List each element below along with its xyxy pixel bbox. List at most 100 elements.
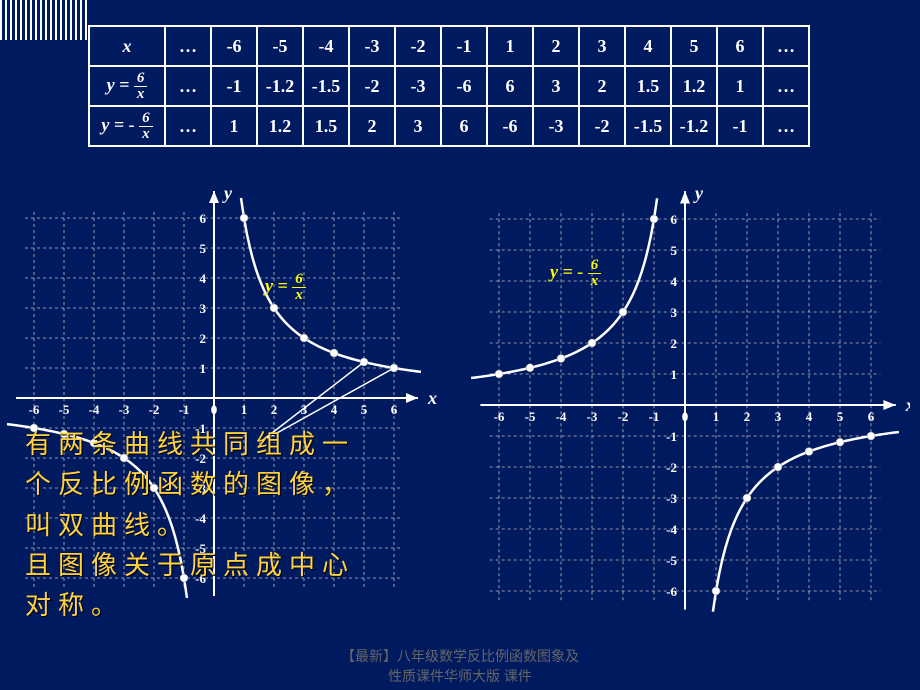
cell: 5 — [671, 26, 717, 66]
cell: -1 — [441, 26, 487, 66]
svg-text:-6: -6 — [494, 409, 505, 424]
svg-text:4: 4 — [331, 402, 338, 417]
svg-text:1: 1 — [713, 409, 720, 424]
cell: 3 — [579, 26, 625, 66]
svg-text:5: 5 — [671, 243, 678, 258]
svg-text:-3: -3 — [666, 491, 677, 506]
svg-text:-5: -5 — [666, 553, 677, 568]
cell: -6 — [441, 66, 487, 106]
cell: 2 — [579, 66, 625, 106]
cell: … — [165, 66, 211, 106]
cell: -1 — [717, 106, 763, 146]
cell: 3 — [533, 66, 579, 106]
cell: 2 — [349, 106, 395, 146]
svg-text:6: 6 — [391, 402, 398, 417]
header-y1: y = 6x — [89, 66, 165, 106]
svg-text:-4: -4 — [666, 522, 677, 537]
svg-text:-6: -6 — [29, 402, 40, 417]
svg-text:-1: -1 — [649, 409, 660, 424]
svg-text:-4: -4 — [556, 409, 567, 424]
cell: -2 — [349, 66, 395, 106]
cell: 3 — [395, 106, 441, 146]
cell: 6 — [441, 106, 487, 146]
text-line: 有两条曲线共同组成一 — [25, 425, 355, 465]
explanation-text: 有两条曲线共同组成一 个反比例函数的图像， 叫双曲线。 且图像关于原点成中心 对… — [25, 425, 355, 626]
chart-left-legend: y = 6x — [265, 272, 306, 303]
text-line: 对称。 — [25, 586, 355, 626]
svg-text:2: 2 — [671, 336, 678, 351]
cell: … — [763, 26, 809, 66]
svg-text:4: 4 — [200, 271, 207, 286]
cell: -1.5 — [625, 106, 671, 146]
svg-text:2: 2 — [271, 402, 278, 417]
svg-text:y: y — [693, 183, 704, 203]
table-row: y = - 6x … 1 1.2 1.5 2 3 6 -6 -3 -2 -1.5… — [89, 106, 809, 146]
cell: … — [763, 66, 809, 106]
cell: 6 — [487, 66, 533, 106]
svg-text:-1: -1 — [179, 402, 190, 417]
cell: -1.5 — [303, 66, 349, 106]
svg-text:x: x — [905, 395, 910, 415]
cell: 4 — [625, 26, 671, 66]
table-row: x … -6 -5 -4 -3 -2 -1 1 2 3 4 5 6 … — [89, 26, 809, 66]
cell: -1.2 — [257, 66, 303, 106]
svg-text:3: 3 — [775, 409, 782, 424]
data-table: x … -6 -5 -4 -3 -2 -1 1 2 3 4 5 6 … y = … — [88, 25, 810, 147]
caption-line: 【最新】八年级数学反比例函数图象及 — [0, 646, 920, 666]
corner-stripes — [0, 0, 90, 40]
text-line: 叫双曲线。 — [25, 506, 355, 546]
svg-text:4: 4 — [671, 274, 678, 289]
svg-text:-6: -6 — [666, 584, 677, 599]
svg-text:6: 6 — [200, 211, 207, 226]
svg-text:-5: -5 — [59, 402, 70, 417]
svg-text:3: 3 — [671, 305, 678, 320]
cell: 1.5 — [303, 106, 349, 146]
svg-text:-3: -3 — [587, 409, 598, 424]
svg-text:6: 6 — [868, 409, 875, 424]
svg-text:y: y — [222, 183, 233, 203]
cell: -2 — [579, 106, 625, 146]
cell: -3 — [395, 66, 441, 106]
svg-text:-2: -2 — [618, 409, 629, 424]
cell: 6 — [717, 26, 763, 66]
cell: -1.2 — [671, 106, 717, 146]
cell: 2 — [533, 26, 579, 66]
svg-text:4: 4 — [806, 409, 813, 424]
svg-text:-5: -5 — [525, 409, 536, 424]
svg-text:5: 5 — [837, 409, 844, 424]
cell: -6 — [211, 26, 257, 66]
svg-text:0: 0 — [211, 402, 218, 417]
header-x: x — [89, 26, 165, 66]
svg-text:3: 3 — [200, 301, 207, 316]
cell: 1.2 — [671, 66, 717, 106]
svg-text:5: 5 — [361, 402, 368, 417]
cell: -3 — [349, 26, 395, 66]
header-y2: y = - 6x — [89, 106, 165, 146]
caption-line: 性质课件华师大版 课件 — [0, 666, 920, 686]
svg-text:x: x — [427, 388, 437, 408]
cell: -5 — [257, 26, 303, 66]
cell: -1 — [211, 66, 257, 106]
svg-text:-2: -2 — [666, 460, 677, 475]
svg-text:-1: -1 — [666, 429, 677, 444]
cell: … — [763, 106, 809, 146]
chart-right: -6-5-4-3-2-10123456-6-5-4-3-2-1123456xy — [460, 170, 910, 680]
table-row: y = 6x … -1 -1.2 -1.5 -2 -3 -6 6 3 2 1.5… — [89, 66, 809, 106]
chart-right-legend: y = - 6x — [550, 258, 601, 289]
cell: -6 — [487, 106, 533, 146]
svg-text:1: 1 — [200, 361, 207, 376]
cell: 1 — [487, 26, 533, 66]
svg-text:6: 6 — [671, 212, 678, 227]
svg-text:5: 5 — [200, 241, 207, 256]
svg-text:0: 0 — [682, 409, 689, 424]
text-line: 个反比例函数的图像， — [25, 465, 355, 505]
cell: -3 — [533, 106, 579, 146]
svg-text:-4: -4 — [89, 402, 100, 417]
cell: -4 — [303, 26, 349, 66]
slide-root: x … -6 -5 -4 -3 -2 -1 1 2 3 4 5 6 … y = … — [0, 0, 920, 690]
cell: … — [165, 26, 211, 66]
svg-text:-2: -2 — [149, 402, 160, 417]
svg-text:1: 1 — [241, 402, 248, 417]
slide-caption: 【最新】八年级数学反比例函数图象及 性质课件华师大版 课件 — [0, 646, 920, 686]
text-line: 且图像关于原点成中心 — [25, 546, 355, 586]
